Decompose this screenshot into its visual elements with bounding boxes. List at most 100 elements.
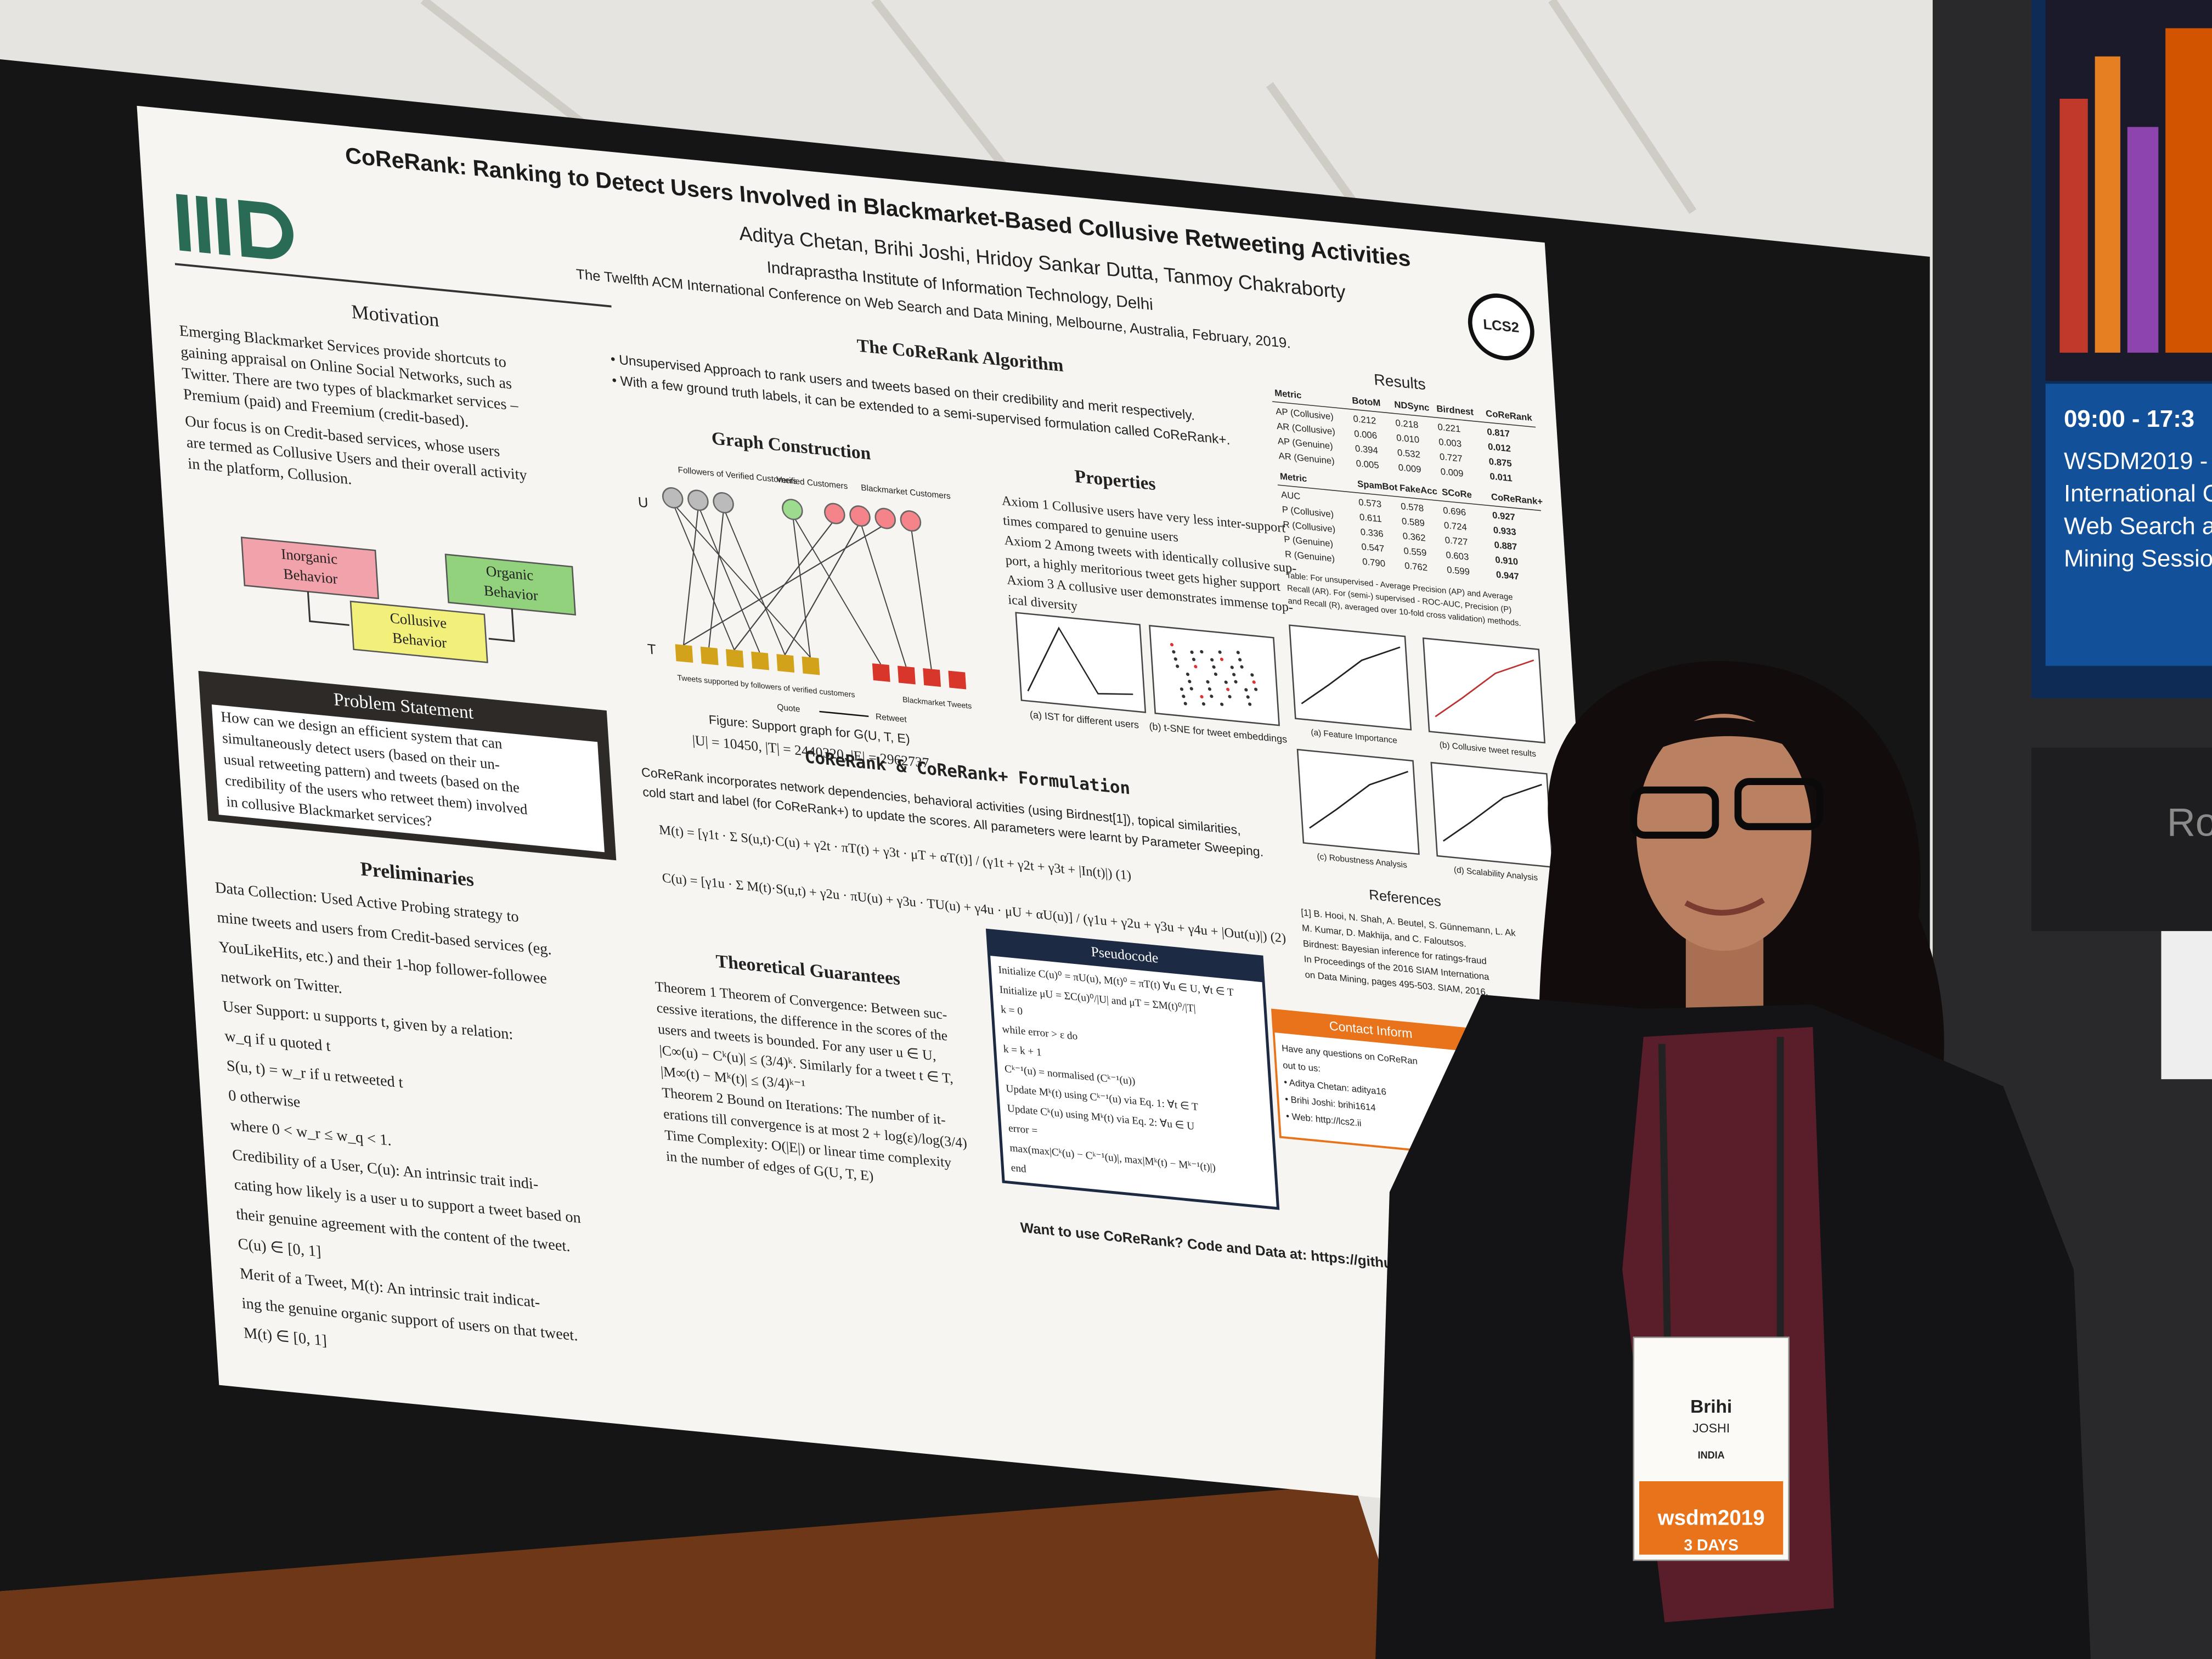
mini-plot bbox=[1422, 637, 1546, 744]
behavior-box bbox=[240, 537, 380, 600]
graph-edge bbox=[682, 505, 699, 645]
pseudocode-header bbox=[987, 930, 1264, 983]
graph-edge bbox=[784, 521, 861, 656]
graph-node bbox=[900, 510, 922, 532]
lab-logo-ring bbox=[1468, 294, 1534, 360]
poster-text: k = 0 bbox=[1001, 1004, 1023, 1018]
table-cell: 0.010 bbox=[1396, 432, 1420, 445]
graph-node bbox=[849, 505, 871, 527]
table-cell: 0.724 bbox=[1443, 520, 1467, 533]
table-cell: 0.012 bbox=[1487, 441, 1511, 454]
plot-dot bbox=[1252, 680, 1256, 684]
contact-header bbox=[1272, 1009, 1485, 1053]
graph-node bbox=[782, 499, 803, 521]
plot-dot bbox=[1180, 687, 1184, 691]
table-cell: 0.221 bbox=[1437, 422, 1461, 435]
plot-dot bbox=[1230, 665, 1234, 669]
plot-dot bbox=[1228, 695, 1232, 698]
plot-dot bbox=[1192, 657, 1196, 662]
table-cell: 0.336 bbox=[1360, 527, 1384, 539]
plot-dot bbox=[1172, 650, 1176, 654]
poster-text: end bbox=[1011, 1162, 1026, 1175]
screen-text: WSDM2019 - bbox=[2064, 448, 2208, 475]
table-cell: 0.933 bbox=[1493, 524, 1516, 537]
plot-dot bbox=[1210, 658, 1214, 662]
plot-dot bbox=[1226, 687, 1230, 691]
plot-dot bbox=[1240, 665, 1244, 669]
table-rule bbox=[1272, 401, 1536, 428]
table-cell: 0.762 bbox=[1404, 560, 1428, 573]
graph-edge bbox=[708, 508, 725, 648]
plot-dot bbox=[1214, 672, 1218, 676]
table-cell: 0.603 bbox=[1446, 550, 1469, 562]
logo-d bbox=[238, 200, 294, 259]
graph-tweet bbox=[776, 654, 795, 673]
table-header: Metric bbox=[1274, 388, 1302, 401]
graph-label: Quote bbox=[777, 703, 800, 714]
graph-tweet bbox=[675, 644, 693, 663]
table-cell: 0.394 bbox=[1355, 443, 1378, 456]
plot-dot bbox=[1210, 695, 1214, 698]
badge-name: Brihi bbox=[1690, 1397, 1732, 1417]
wall-sign: Ro bbox=[2167, 800, 2212, 844]
carpet bbox=[0, 1484, 1411, 1659]
plot-dot bbox=[1220, 702, 1224, 706]
screen-text: International C bbox=[2064, 480, 2212, 507]
graph-node bbox=[687, 489, 709, 511]
graph-node bbox=[874, 507, 896, 529]
graph-edge bbox=[683, 523, 886, 646]
plot-dot bbox=[1183, 702, 1187, 706]
plot-dot bbox=[1250, 673, 1254, 677]
table-cell: 0.578 bbox=[1401, 501, 1424, 514]
plot-dot bbox=[1248, 702, 1252, 706]
lanyard bbox=[1658, 1037, 1784, 1344]
graph-tweet bbox=[948, 670, 967, 690]
table-cell: 0.790 bbox=[1362, 556, 1386, 569]
screen-text-area bbox=[2045, 383, 2212, 666]
plot-dot bbox=[1224, 680, 1228, 684]
graph-edge bbox=[723, 508, 786, 655]
plot-dot bbox=[1201, 702, 1206, 706]
poster: CoReRank: Ranking to Detect Users Involv… bbox=[137, 105, 1627, 1522]
table-cell: 0.727 bbox=[1439, 452, 1463, 464]
plot-dot bbox=[1238, 658, 1242, 662]
plot-line bbox=[1309, 771, 1409, 829]
table-cell: 0.589 bbox=[1401, 516, 1425, 528]
table-cell: 0.817 bbox=[1487, 426, 1510, 439]
table-cell: 0.218 bbox=[1395, 417, 1419, 430]
graph-edge bbox=[672, 503, 735, 650]
graph-node bbox=[824, 503, 845, 524]
table-cell: 0.875 bbox=[1488, 456, 1512, 469]
graph-edge bbox=[860, 521, 907, 667]
graph-edge bbox=[698, 505, 760, 653]
plot-dot bbox=[1173, 657, 1177, 661]
plot-dot bbox=[1182, 695, 1186, 698]
screen-time: 09:00 - 17:3 bbox=[2064, 405, 2194, 432]
plot-line bbox=[1301, 646, 1401, 704]
table-cell: 0.362 bbox=[1402, 531, 1426, 543]
table-cell: 0.009 bbox=[1398, 462, 1421, 475]
screen-graphic bbox=[2095, 56, 2120, 353]
face bbox=[1636, 714, 1812, 951]
logo-bar bbox=[195, 195, 211, 253]
graph-tweet bbox=[725, 649, 744, 668]
glasses-lens bbox=[1630, 786, 1719, 839]
plot-dot bbox=[1218, 650, 1222, 654]
table-cell: 0.947 bbox=[1496, 569, 1519, 582]
wall-panel bbox=[2031, 747, 2212, 932]
plot-dot bbox=[1188, 680, 1192, 684]
graph-label: U bbox=[637, 494, 648, 511]
graph-edge bbox=[910, 526, 932, 669]
plot-dot bbox=[1232, 673, 1236, 676]
graph-edge bbox=[792, 515, 811, 658]
plot-dot bbox=[1170, 642, 1174, 647]
plot-dot bbox=[1190, 650, 1194, 654]
table-cell: 0.006 bbox=[1354, 428, 1378, 441]
plot-dot bbox=[1246, 695, 1250, 699]
table-cell: 0.011 bbox=[1489, 471, 1513, 484]
screen-text: Web Search a bbox=[2064, 512, 2212, 539]
table-cell: 0.212 bbox=[1353, 414, 1376, 426]
graph-tweet bbox=[802, 656, 820, 675]
plot-dot bbox=[1200, 650, 1204, 654]
